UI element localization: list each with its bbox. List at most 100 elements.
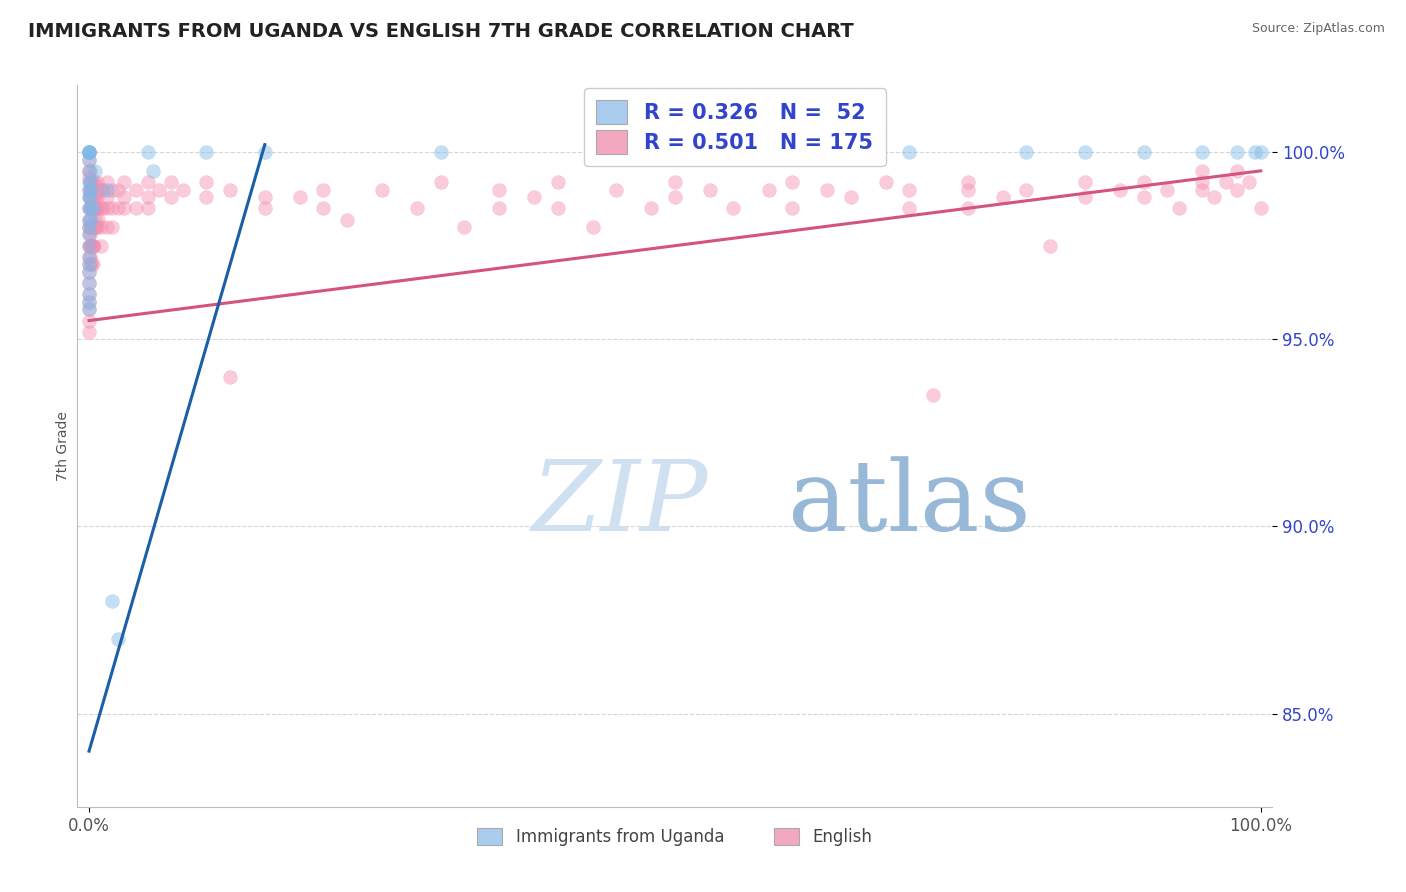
Point: [1191, 145, 1213, 160]
Point: [898, 201, 921, 215]
Point: [80, 219, 103, 234]
Point: [1039, 238, 1062, 252]
Point: [77, 265, 100, 279]
Point: [84, 201, 107, 215]
Point: [80, 201, 103, 215]
Point: [1202, 190, 1225, 204]
Point: [780, 145, 803, 160]
Point: [429, 145, 451, 160]
Point: [77, 294, 100, 309]
Point: [780, 175, 803, 189]
Point: [195, 175, 218, 189]
Point: [218, 183, 240, 197]
Point: [77, 145, 100, 160]
Point: [956, 183, 979, 197]
Point: [77, 145, 100, 160]
Point: [84, 201, 107, 215]
Point: [172, 183, 194, 197]
Point: [84, 164, 107, 178]
Point: [87, 183, 110, 197]
Point: [253, 145, 276, 160]
Point: [79, 219, 101, 234]
Point: [107, 183, 129, 197]
Point: [160, 190, 183, 204]
Point: [1191, 175, 1213, 189]
Point: [90, 201, 112, 215]
Point: [80, 212, 103, 227]
Point: [101, 201, 124, 215]
Point: [582, 219, 605, 234]
Point: [336, 212, 359, 227]
Point: [77, 164, 100, 178]
Point: [101, 183, 124, 197]
Point: [87, 212, 110, 227]
Point: [723, 201, 745, 215]
Point: [142, 164, 165, 178]
Point: [87, 201, 110, 215]
Point: [125, 183, 148, 197]
Point: [83, 219, 105, 234]
Point: [77, 201, 100, 215]
Point: [1191, 164, 1213, 178]
Point: [1074, 145, 1097, 160]
Point: [1237, 175, 1260, 189]
Point: [1132, 190, 1154, 204]
Point: [699, 183, 721, 197]
Point: [80, 183, 103, 197]
Point: [77, 164, 100, 178]
Point: [79, 238, 101, 252]
Point: [664, 175, 686, 189]
Point: [148, 183, 170, 197]
Point: [406, 201, 429, 215]
Point: [83, 201, 105, 215]
Legend: Immigrants from Uganda, English: Immigrants from Uganda, English: [471, 822, 879, 853]
Point: [136, 190, 159, 204]
Point: [160, 175, 183, 189]
Point: [77, 250, 100, 264]
Point: [77, 287, 100, 301]
Point: [84, 190, 107, 204]
Point: [1244, 145, 1267, 160]
Point: [1015, 183, 1038, 197]
Point: [96, 175, 118, 189]
Point: [1215, 175, 1237, 189]
Point: [112, 201, 135, 215]
Point: [429, 175, 451, 189]
Point: [79, 201, 101, 215]
Point: [488, 183, 510, 197]
Point: [898, 183, 921, 197]
Point: [488, 201, 510, 215]
Point: [107, 201, 129, 215]
Point: [82, 257, 104, 271]
Point: [77, 294, 100, 309]
Point: [1074, 190, 1097, 204]
Point: [77, 153, 100, 167]
Point: [77, 175, 100, 189]
Point: [82, 238, 104, 252]
Point: [77, 227, 100, 242]
Point: [112, 190, 135, 204]
Point: [640, 201, 662, 215]
Point: [136, 175, 159, 189]
Point: [1132, 175, 1154, 189]
Point: [79, 212, 101, 227]
Point: [79, 175, 101, 189]
Point: [547, 201, 569, 215]
Point: [80, 257, 103, 271]
Point: [77, 201, 100, 215]
Point: [86, 175, 108, 189]
Point: [82, 175, 104, 189]
Point: [82, 219, 104, 234]
Point: [77, 145, 100, 160]
Point: [77, 190, 100, 204]
Point: [312, 183, 335, 197]
Point: [82, 183, 104, 197]
Point: [1250, 201, 1272, 215]
Point: [991, 190, 1014, 204]
Point: [96, 201, 118, 215]
Point: [77, 250, 100, 264]
Point: [77, 171, 100, 186]
Point: [605, 183, 627, 197]
Point: [83, 190, 105, 204]
Point: [288, 190, 311, 204]
